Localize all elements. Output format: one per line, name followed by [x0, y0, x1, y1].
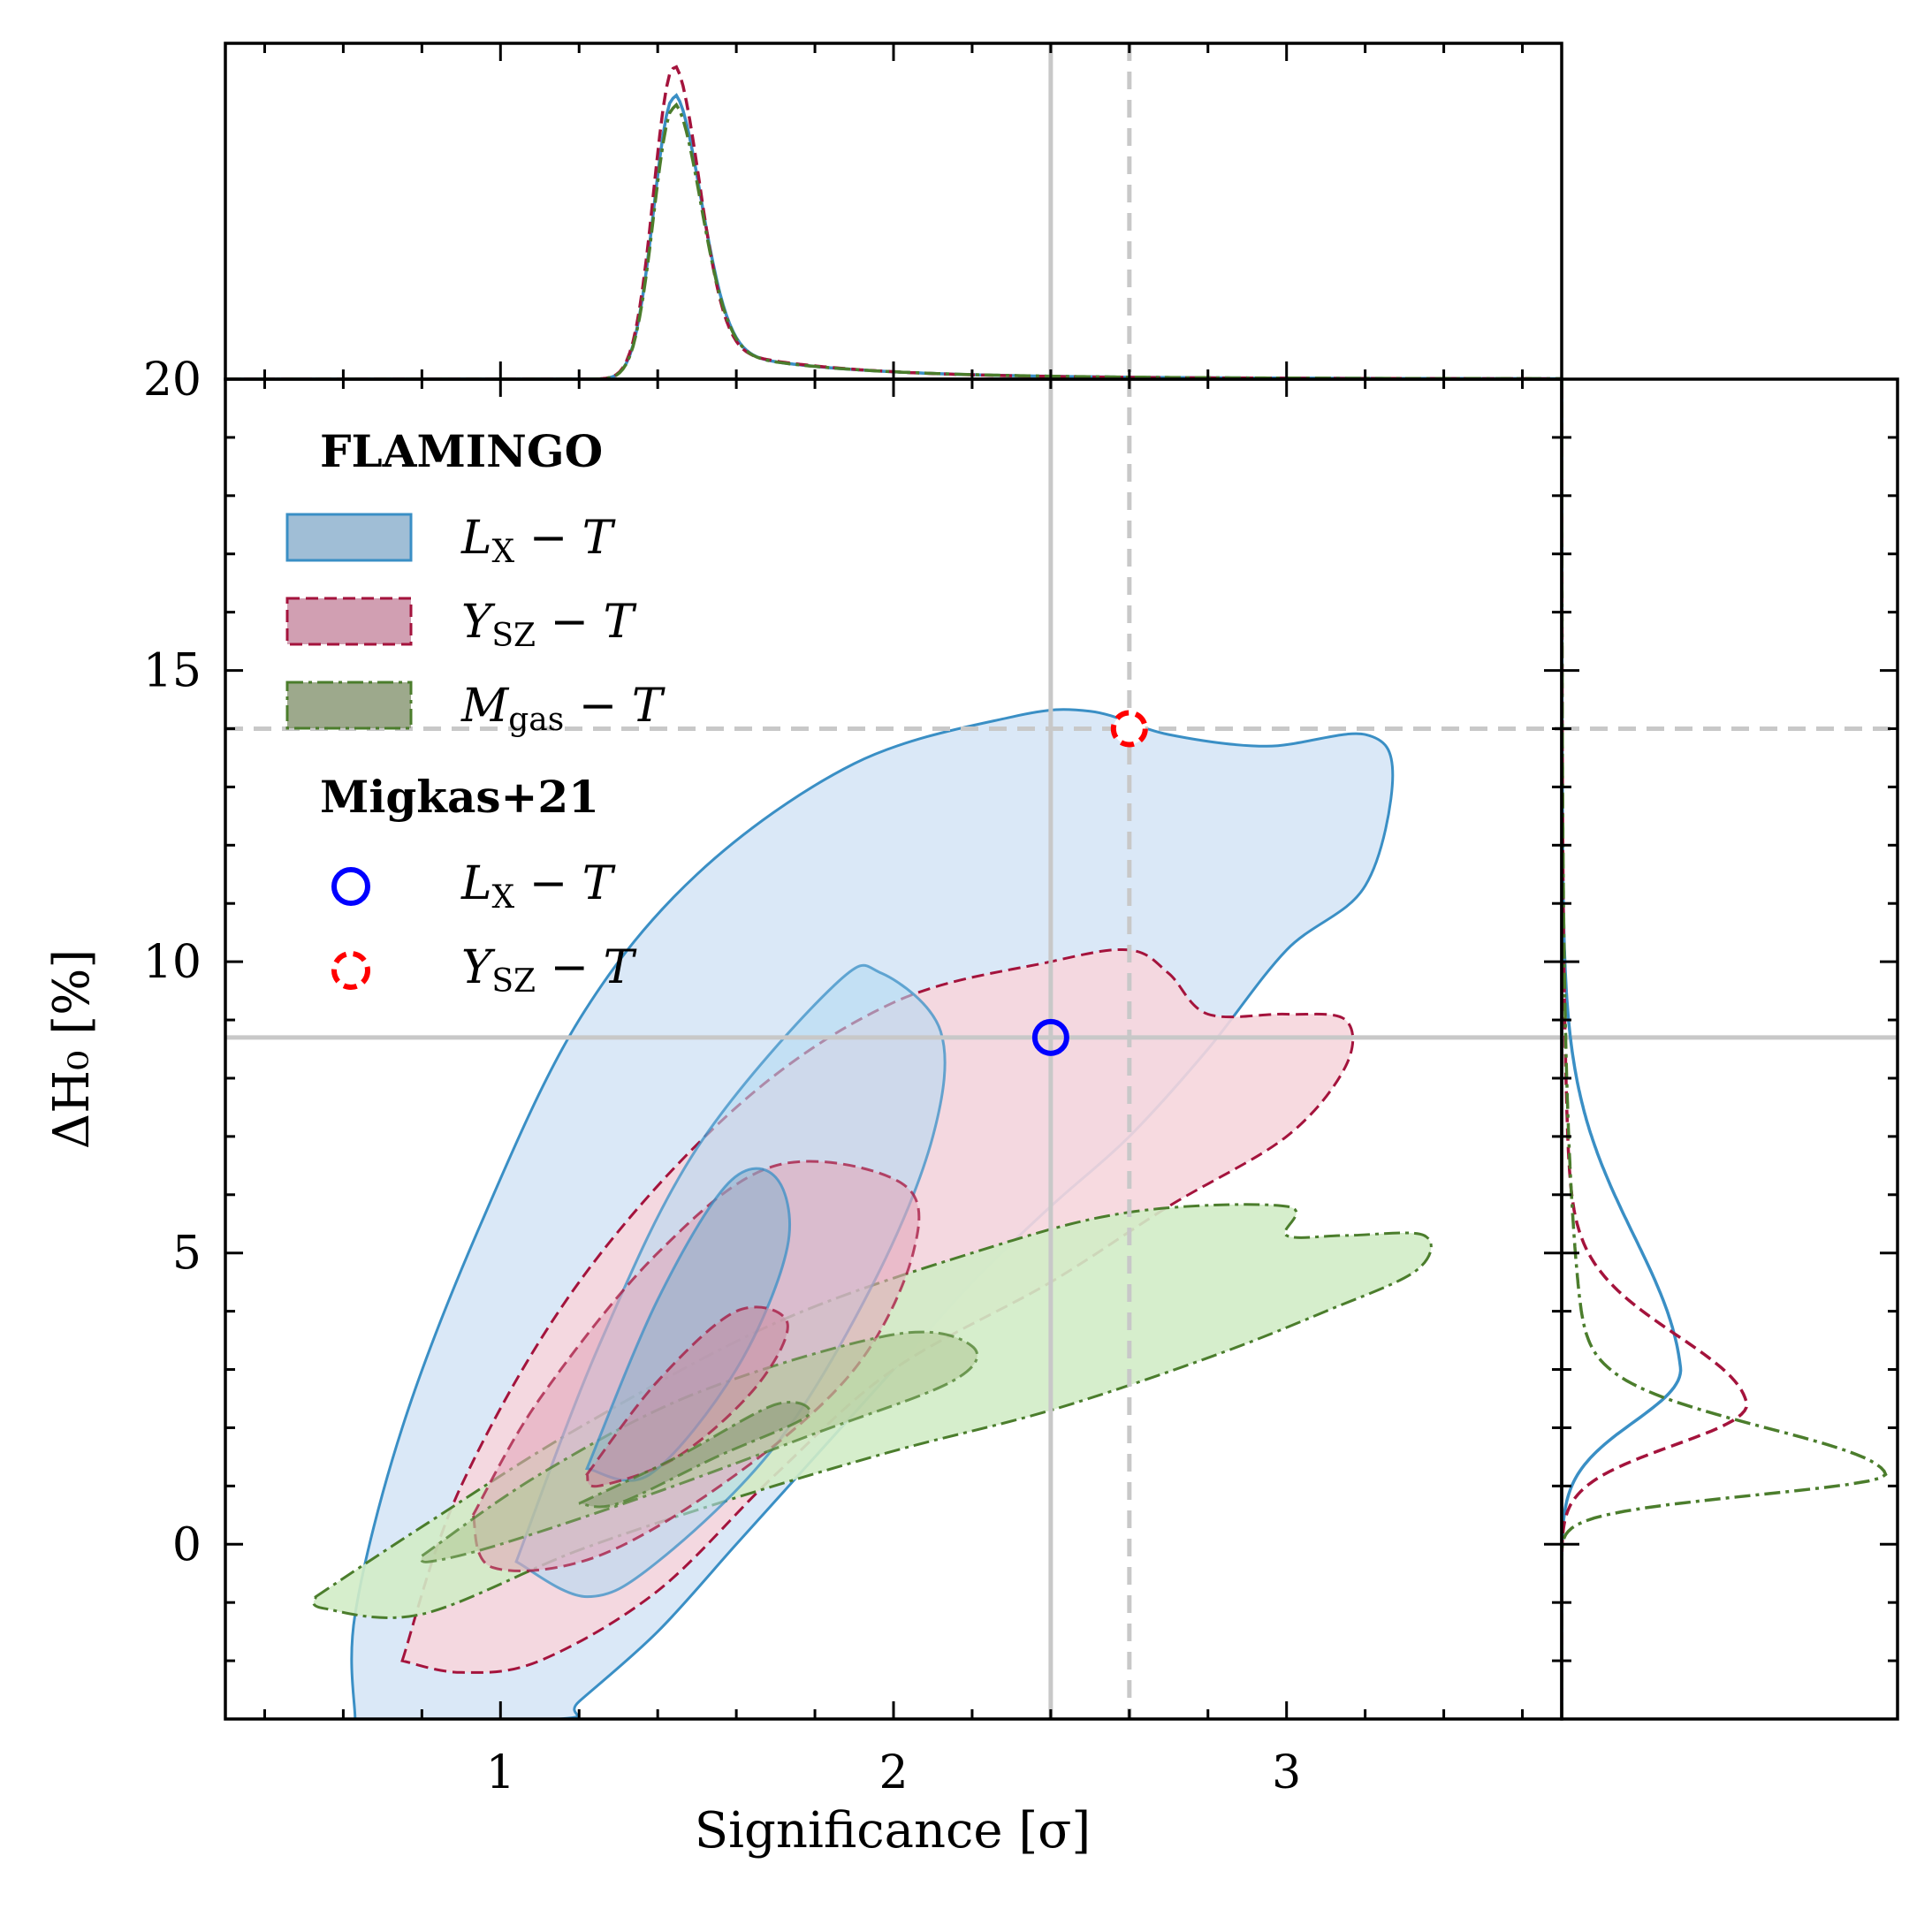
- migkas-ysz-t-point: [1110, 710, 1148, 748]
- legend-marker-icon: [331, 867, 370, 906]
- legend-entry-label: YSZ − T: [461, 596, 637, 654]
- main-panel: [224, 377, 1563, 1721]
- top-axis-ticks: [262, 43, 1525, 379]
- y-tick-label: 15: [143, 645, 202, 698]
- y-tick-label: 0: [172, 1518, 202, 1571]
- reference-lines: [225, 379, 1562, 1719]
- legend-group-title: Migkas+21: [320, 771, 599, 823]
- contour-layer: [312, 708, 1433, 1719]
- legend: FLAMINGO LX − T YSZ − T Mgas − T Migkas+21 LX…: [285, 425, 666, 1000]
- x-tick-label: 3: [1272, 1746, 1301, 1799]
- y-tick-labels: 0 5 10 15 20: [143, 354, 202, 1571]
- y-axis-title: ΔH₀ [%]: [43, 949, 101, 1149]
- right-marginal-panel: [1560, 377, 1899, 1721]
- right-marginal-curve-lx-t: [1562, 379, 1683, 1719]
- legend-group-title: FLAMINGO: [320, 425, 603, 477]
- contour-mgas-t-level-3: [578, 1401, 811, 1509]
- top-marginal-panel: [224, 42, 1563, 381]
- top-marginal-curve-mgas-t: [225, 102, 1562, 379]
- x-tick-labels: 1 2 3: [486, 1746, 1302, 1799]
- right-reference-lines: [1562, 726, 1898, 1040]
- y-tick-label: 10: [143, 936, 202, 989]
- migkas-lx-t-point: [1031, 1018, 1069, 1056]
- legend-entry-label: LX − T: [460, 857, 616, 916]
- top-marginal-curves: [225, 65, 1562, 379]
- legend-entry-label: Mgas − T: [460, 680, 666, 738]
- legend-swatch: [285, 513, 413, 562]
- legend-marker-icon: [331, 951, 370, 990]
- legend-entry-label: YSZ − T: [461, 941, 637, 1000]
- contour-ysz-t-level-3: [585, 1305, 789, 1488]
- x-tick-label: 1: [486, 1746, 515, 1799]
- legend-entry-label: LX − T: [460, 512, 616, 570]
- right-axis-ticks: [1562, 377, 1898, 1662]
- top-marginal-curve-lx-t: [225, 93, 1562, 379]
- legend-swatch: [285, 681, 413, 730]
- right-frame: [1560, 377, 1899, 1721]
- x-axis-title: Significance [σ]: [695, 1802, 1092, 1860]
- top-marginal-curve-ysz-t: [225, 65, 1562, 379]
- right-marginal-curves: [1562, 379, 1888, 1719]
- y-tick-label: 5: [172, 1228, 202, 1281]
- main-axis-ticks: [225, 377, 1562, 1719]
- migkas-points: [1031, 710, 1148, 1056]
- right-marginal-curve-mgas-t: [1562, 379, 1888, 1719]
- y-tick-label: 20: [143, 354, 202, 407]
- legend-swatch: [285, 597, 413, 646]
- x-tick-label: 2: [879, 1746, 908, 1799]
- top-frame: [224, 42, 1563, 381]
- top-reference-lines: [1048, 43, 1132, 379]
